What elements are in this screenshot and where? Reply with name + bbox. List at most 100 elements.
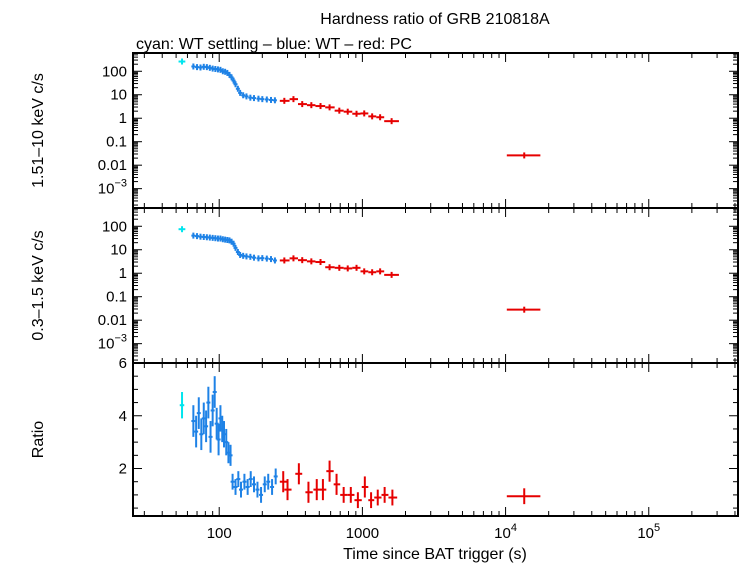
data-point	[297, 101, 307, 108]
data-point	[252, 254, 257, 261]
series-wt	[191, 232, 277, 264]
data-point	[233, 244, 238, 251]
data-point	[218, 66, 223, 73]
data-point	[273, 468, 278, 485]
data-point	[256, 95, 261, 102]
data-point	[252, 95, 257, 102]
data-point	[388, 489, 398, 506]
y-tick-label: 0.1	[106, 289, 127, 306]
y-tick-label-base: 10	[98, 181, 115, 198]
y-tick-label: 0.01	[98, 312, 127, 329]
data-point	[360, 110, 369, 117]
y-tick-label: 100	[102, 218, 127, 235]
data-point	[262, 476, 267, 493]
data-point	[244, 93, 249, 100]
data-point	[268, 256, 273, 263]
data-point	[333, 473, 341, 495]
data-point	[384, 118, 399, 125]
data-point	[199, 418, 204, 451]
data-point	[334, 107, 344, 114]
data-point	[506, 306, 541, 313]
data-point	[340, 486, 348, 503]
data-point	[238, 89, 243, 96]
data-point	[229, 74, 234, 81]
data-point	[260, 96, 265, 103]
x-tick-label-base: 100	[207, 525, 232, 542]
data-point	[354, 492, 362, 509]
data-point	[272, 257, 277, 264]
data-point	[264, 255, 269, 262]
data-point	[256, 255, 261, 262]
data-point	[374, 489, 382, 506]
series-wt	[191, 376, 278, 503]
data-point	[305, 481, 313, 503]
data-point	[244, 253, 249, 260]
y-tick-label-exponent: −3	[114, 178, 127, 190]
data-point	[352, 110, 361, 117]
data-point	[343, 108, 353, 115]
chart-subtitle: cyan: WT settling – blue: WT – red: PC	[136, 36, 412, 53]
data-point	[216, 423, 221, 456]
data-point	[284, 479, 292, 501]
data-point	[255, 481, 260, 498]
data-point	[195, 64, 200, 71]
data-point	[368, 269, 377, 276]
data-point	[231, 77, 236, 84]
data-point	[506, 152, 541, 159]
y-tick-label-base: 100	[102, 218, 127, 235]
data-point	[326, 460, 334, 482]
data-point	[195, 233, 200, 240]
y-axis-label: 1.51–10 keV c/s	[30, 73, 47, 188]
data-point	[325, 104, 335, 111]
data-point	[334, 264, 344, 271]
y-tick-label: 100	[102, 63, 127, 80]
data-point	[252, 476, 257, 493]
series-pc	[279, 96, 541, 159]
data-point	[194, 415, 199, 448]
y-tick-label-base: 0.1	[106, 289, 127, 306]
y-tick-label-base: 0.01	[98, 157, 127, 174]
y-tick-label-base: 1	[119, 265, 127, 282]
y-tick-label: 10−3	[98, 178, 127, 198]
panel-frame	[132, 207, 739, 364]
series-wt-settling	[178, 226, 186, 233]
y-tick-label: 10	[110, 87, 127, 104]
y-axis-label: Ratio	[30, 421, 47, 458]
data-point	[248, 253, 253, 260]
y-tick-label: 0.01	[98, 157, 127, 174]
y-tick-label-base: 0.01	[98, 312, 127, 329]
data-point	[236, 471, 241, 487]
data-point	[266, 473, 271, 490]
data-point	[235, 85, 240, 92]
data-point	[179, 392, 185, 419]
data-point	[191, 405, 196, 437]
series-pc	[279, 460, 541, 509]
data-point	[279, 471, 288, 493]
data-point	[279, 97, 290, 104]
data-point	[228, 444, 233, 466]
data-point	[191, 232, 196, 239]
data-point	[343, 265, 353, 272]
data-point	[319, 479, 327, 501]
data-point	[241, 92, 246, 99]
y-tick-label: 10−3	[98, 333, 127, 353]
data-point	[325, 264, 335, 271]
y-tick-label-base: 6	[119, 355, 127, 372]
x-tick-label-exponent: 5	[654, 522, 660, 534]
data-point	[233, 479, 238, 495]
data-point	[368, 113, 377, 120]
y-axis-label: 0.3–1.5 keV c/s	[30, 230, 47, 340]
data-point	[178, 58, 186, 65]
chart-title: Hardness ratio of GRB 210818A	[320, 11, 550, 28]
data-point	[279, 257, 290, 264]
y-tick-label: 0.1	[106, 134, 127, 151]
data-point	[289, 255, 298, 262]
y-tick-label: 2	[119, 461, 127, 478]
data-point	[361, 476, 369, 498]
data-point	[360, 268, 369, 275]
x-tick-label-base: 10	[494, 525, 511, 542]
data-point	[315, 259, 326, 266]
